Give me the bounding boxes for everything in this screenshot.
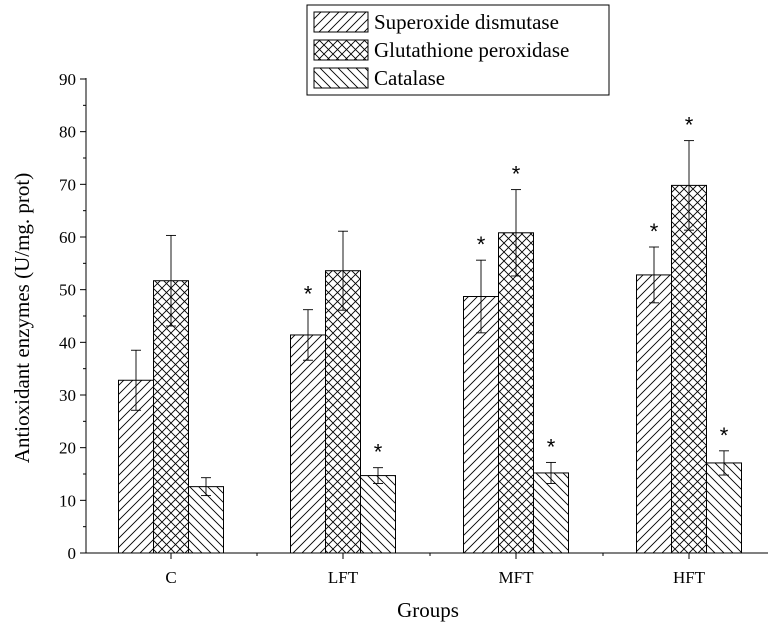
bar-1-3 bbox=[671, 184, 707, 554]
y-tick-label-2: 20 bbox=[59, 439, 76, 458]
significance-mark-2-3: * bbox=[720, 423, 729, 448]
x-tick-label-2: MFT bbox=[499, 568, 535, 587]
significance-mark-1-2: * bbox=[512, 162, 521, 187]
significance-mark-2-2: * bbox=[547, 434, 556, 459]
plot-area: * * * * * * * * bbox=[118, 113, 742, 554]
legend-swatch-0 bbox=[313, 11, 369, 33]
legend-swatch-2 bbox=[313, 67, 369, 89]
bar-2-3 bbox=[706, 462, 742, 554]
y-tick-label-7: 70 bbox=[59, 175, 76, 194]
bar-2-2 bbox=[533, 472, 569, 554]
x-tick-label-3: HFT bbox=[673, 568, 706, 587]
bar-0-3 bbox=[636, 274, 672, 554]
significance-mark-2-1: * bbox=[374, 440, 383, 465]
bar-2-0 bbox=[188, 486, 224, 554]
significance-mark-0-2: * bbox=[477, 232, 486, 257]
y-tick-label-4: 40 bbox=[59, 333, 76, 352]
legend-label-1: Glutathione peroxidase bbox=[374, 38, 569, 62]
x-tick-label-1: LFT bbox=[328, 568, 359, 587]
x-tick-label-0: C bbox=[165, 568, 176, 587]
legend-label-0: Superoxide dismutase bbox=[374, 10, 559, 34]
x-axis-title: Groups bbox=[397, 598, 459, 622]
axes: 0 10 20 30 40 50 60 70 80 90 C LFT MFT HFT bbox=[59, 70, 768, 587]
significance-mark-1-3: * bbox=[685, 113, 694, 138]
y-tick-label-3: 30 bbox=[59, 386, 76, 405]
bar-0-1 bbox=[290, 334, 326, 554]
legend-label-2: Catalase bbox=[374, 66, 445, 90]
legend: Superoxide dismutase Glutathione peroxida… bbox=[306, 4, 610, 96]
y-tick-label-0: 0 bbox=[68, 544, 77, 563]
bar-1-1 bbox=[325, 270, 361, 554]
bar-2-1 bbox=[360, 475, 396, 554]
significance-mark-0-1: * bbox=[304, 282, 313, 307]
legend-swatch-1 bbox=[313, 39, 369, 61]
y-tick-label-1: 10 bbox=[59, 491, 76, 510]
y-axis-title: Antioxidant enzymes (U/mg. prot) bbox=[10, 173, 34, 463]
y-tick-label-5: 50 bbox=[59, 281, 76, 300]
bar-1-2 bbox=[498, 232, 534, 554]
y-tick-label-9: 90 bbox=[59, 70, 76, 89]
y-tick-label-6: 60 bbox=[59, 228, 76, 247]
y-tick-label-8: 80 bbox=[59, 123, 76, 142]
significance-mark-0-3: * bbox=[650, 219, 659, 244]
bar-0-2 bbox=[463, 296, 499, 554]
